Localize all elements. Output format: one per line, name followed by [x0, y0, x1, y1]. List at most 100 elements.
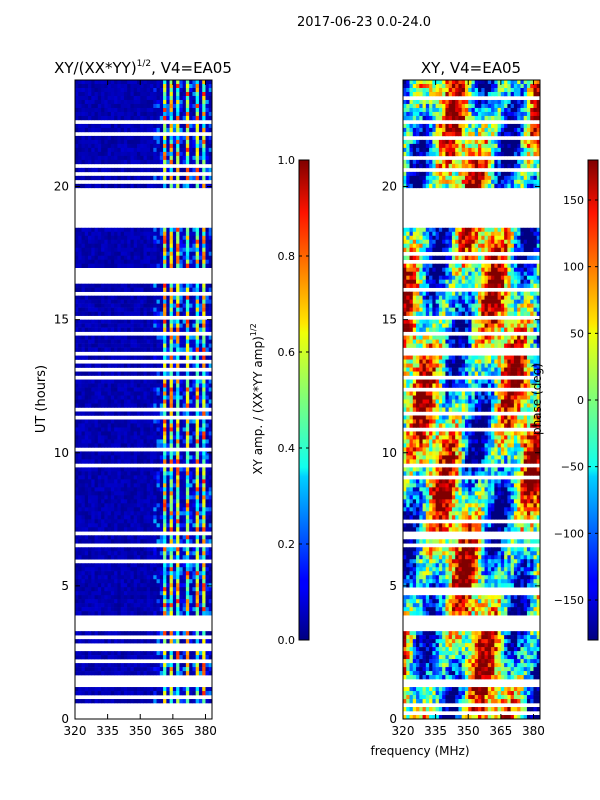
- left-heatmap-cell: [123, 579, 128, 584]
- left-heatmap-cell: [143, 111, 148, 117]
- left-heatmap-cell: [195, 451, 200, 456]
- left-heatmap-cell: [97, 487, 102, 492]
- left-heatmap-cell: [78, 527, 82, 532]
- left-heatmap-cell: [78, 363, 82, 368]
- left-heatmap-cell: [123, 431, 128, 436]
- left-heatmap-cell: [88, 439, 92, 444]
- left-heatmap-cell: [159, 551, 164, 556]
- left-heatmap-cell: [166, 655, 170, 660]
- left-heatmap-cell: [153, 107, 157, 113]
- left-heatmap-cell: [205, 483, 210, 488]
- left-heatmap-cell: [202, 87, 206, 93]
- left-heatmap-cell: [179, 247, 184, 253]
- left-heatmap-cell: [159, 467, 164, 472]
- left-heatmap-cell: [166, 487, 170, 492]
- left-heatmap-cell: [94, 519, 99, 524]
- left-heatmap-cell: [75, 427, 79, 432]
- left-heatmap-cell: [143, 595, 148, 600]
- left-heatmap-cell: [136, 555, 141, 560]
- left-heatmap-cell: [114, 411, 118, 416]
- left-xtick-label: 365: [161, 724, 184, 738]
- left-heatmap-cell: [143, 307, 148, 312]
- left-heatmap-cell: [169, 475, 174, 480]
- left-heatmap-cell: [182, 303, 187, 308]
- left-heatmap-cell: [94, 563, 99, 568]
- left-heatmap-cell: [75, 515, 79, 520]
- left-heatmap-cell: [146, 243, 151, 249]
- left-heatmap-cell: [133, 427, 138, 432]
- left-heatmap-cell: [179, 419, 184, 424]
- left-heatmap-cell: [123, 535, 128, 540]
- left-heatmap-cell: [159, 611, 164, 616]
- left-heatmap-cell: [202, 243, 206, 249]
- left-heatmap-cell: [185, 595, 190, 600]
- left-heatmap-cell: [78, 111, 82, 117]
- left-heatmap-cell: [133, 235, 138, 241]
- left-heatmap-cell: [159, 555, 164, 560]
- left-heatmap-cell: [117, 555, 122, 560]
- left-heatmap-cell: [97, 391, 102, 396]
- left-heatmap-cell: [101, 579, 105, 584]
- right-heatmap-cell: [468, 87, 472, 93]
- left-heatmap-cell: [107, 167, 112, 173]
- left-heatmap-cell: [169, 427, 174, 432]
- left-heatmap-cell: [192, 339, 197, 344]
- right-heatmap-cell: [416, 91, 420, 97]
- left-colorbar-tick-label: 0.0: [278, 634, 296, 647]
- left-heatmap-cell: [84, 107, 89, 113]
- left-heatmap-cell: [166, 311, 170, 316]
- left-heatmap-cell: [136, 395, 141, 400]
- left-heatmap-cell: [75, 127, 79, 133]
- left-heatmap-cell: [179, 335, 184, 340]
- left-heatmap-cell: [205, 167, 210, 173]
- left-heatmap-cell: [104, 347, 109, 352]
- left-heatmap-cell: [81, 127, 86, 133]
- left-heatmap-cell: [123, 80, 128, 85]
- left-heatmap-cell: [101, 287, 105, 292]
- left-heatmap-cell: [202, 295, 206, 300]
- left-heatmap-cell: [91, 551, 95, 556]
- left-heatmap-cell: [84, 423, 89, 428]
- left-heatmap-cell: [140, 231, 144, 237]
- left-heatmap-cell: [156, 295, 161, 300]
- left-heatmap-cell: [130, 103, 135, 109]
- left-heatmap-cell: [153, 699, 157, 704]
- left-heatmap-cell: [176, 419, 180, 424]
- left-heatmap-cell: [97, 671, 102, 676]
- left-heatmap-cell: [202, 571, 206, 576]
- left-heatmap-cell: [143, 471, 148, 476]
- left-heatmap-cell: [88, 535, 92, 540]
- left-heatmap-cell: [159, 631, 164, 636]
- left-heatmap-cell: [195, 523, 200, 528]
- left-heatmap-cell: [185, 555, 190, 560]
- left-heatmap-cell: [166, 107, 170, 113]
- left-heatmap-cell: [136, 687, 141, 692]
- left-heatmap-cell: [195, 143, 200, 149]
- left-heatmap-cell: [127, 135, 131, 141]
- left-heatmap-cell: [192, 347, 197, 352]
- right-heatmap-cell: [448, 80, 453, 85]
- left-heatmap-cell: [104, 91, 109, 97]
- left-heatmap-cell: [192, 379, 197, 384]
- left-heatmap-cell: [81, 371, 86, 376]
- left-heatmap-cell: [81, 363, 86, 368]
- left-heatmap-cell: [107, 595, 112, 600]
- left-heatmap-cell: [97, 379, 102, 384]
- left-heatmap-cell: [198, 371, 203, 376]
- left-heatmap-cell: [150, 371, 154, 376]
- left-heatmap-cell: [78, 247, 82, 253]
- left-heatmap-cell: [101, 263, 105, 268]
- left-heatmap-cell: [133, 535, 138, 540]
- left-heatmap-cell: [143, 175, 148, 181]
- right-heatmap-cell: [438, 80, 443, 85]
- left-heatmap-cell: [179, 307, 184, 312]
- left-heatmap-cell: [163, 567, 167, 572]
- left-heatmap-cell: [159, 115, 164, 121]
- left-heatmap-cell: [205, 259, 210, 265]
- left-heatmap-cell: [120, 579, 125, 584]
- left-heatmap-cell: [169, 139, 174, 145]
- left-heatmap-cell: [104, 235, 109, 241]
- left-heatmap-cell: [150, 471, 154, 476]
- left-heatmap-cell: [110, 243, 115, 249]
- left-heatmap-cell: [114, 91, 118, 97]
